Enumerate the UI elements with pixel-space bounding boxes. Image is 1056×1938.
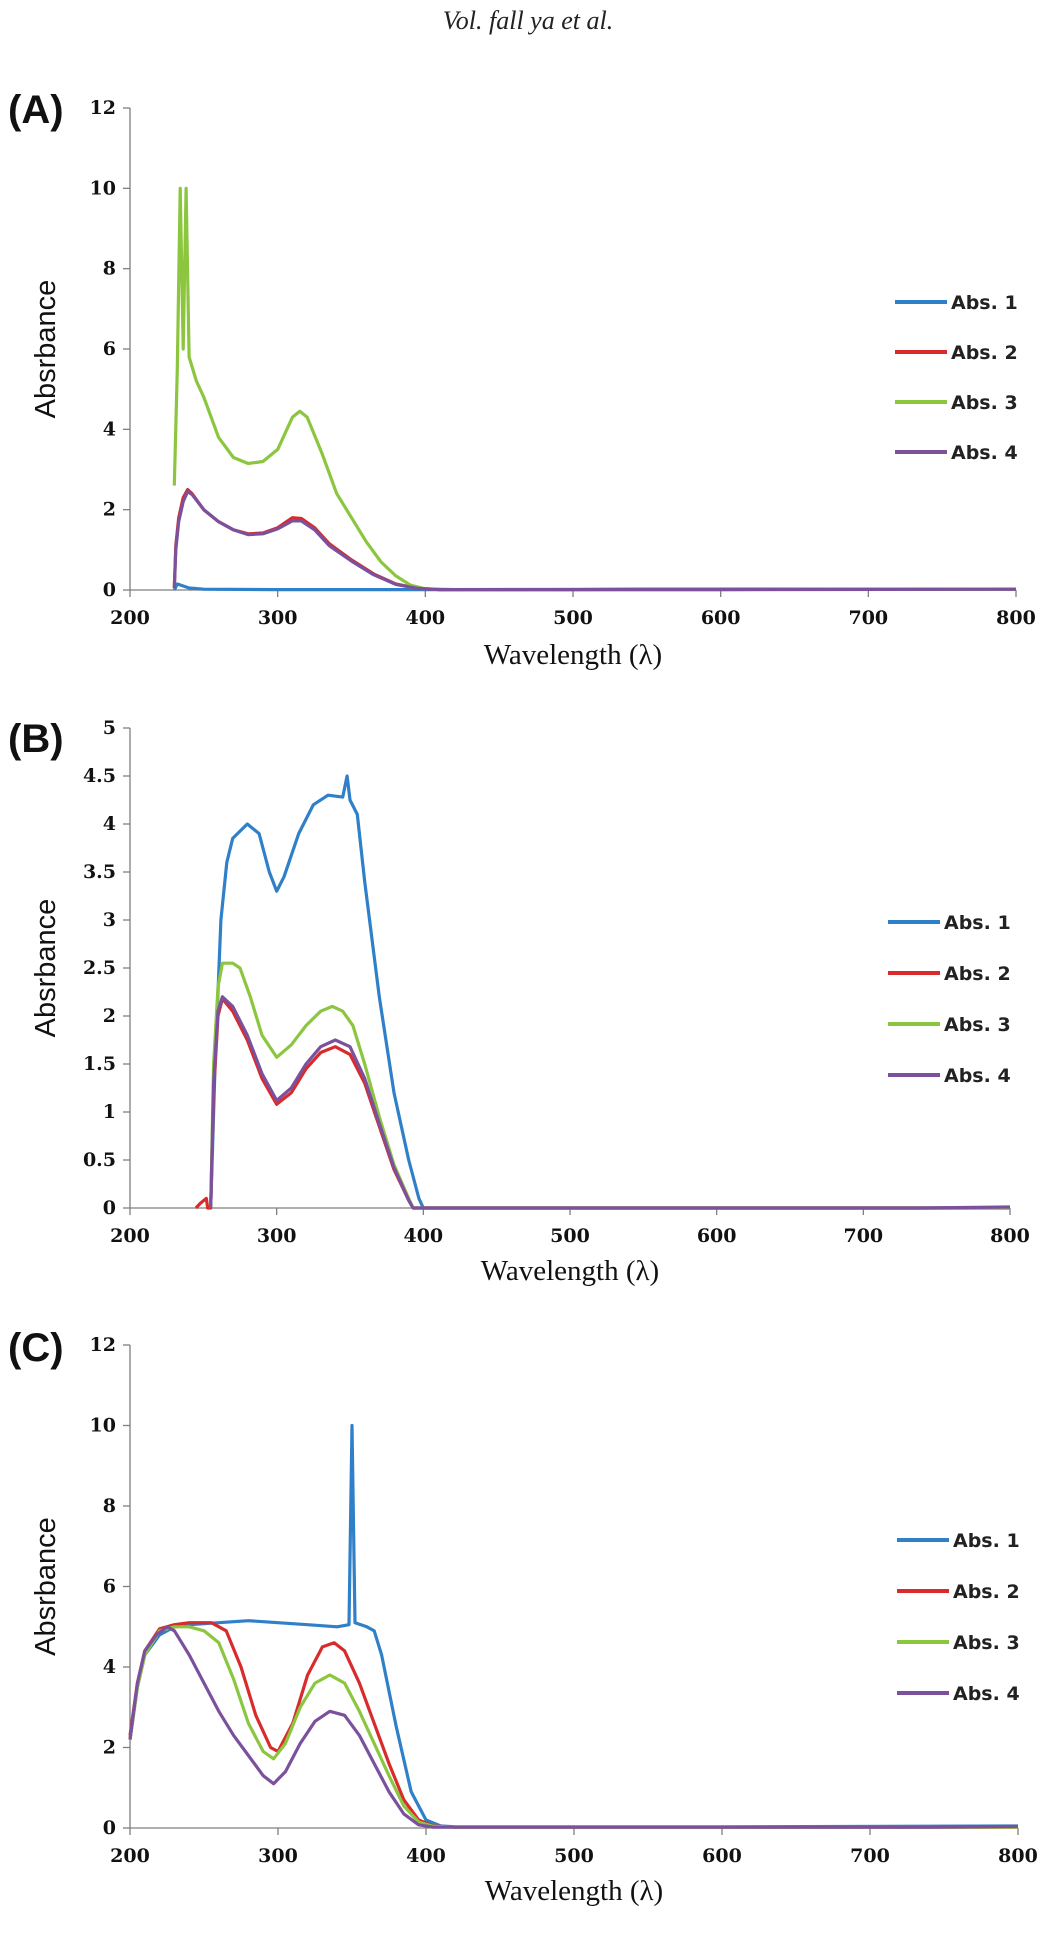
x-tick-label: 400 (405, 607, 445, 629)
series-line-abs-4 (128, 1625, 1019, 1829)
legend-label-abs-3: Abs. 3 (944, 1014, 1011, 1036)
series-line-abs-4 (209, 995, 1011, 1210)
legend-label-abs-2: Abs. 2 (944, 963, 1011, 985)
series-line-abs-2 (128, 1621, 1018, 1829)
y-tick-label: 3 (103, 909, 116, 931)
x-tick-label: 200 (110, 607, 150, 629)
legend-label-abs-4: Abs. 4 (953, 1683, 1020, 1705)
y-tick-label: 4.5 (83, 765, 116, 787)
x-tick-label: 700 (843, 1225, 883, 1247)
x-tick-label: 500 (553, 607, 593, 629)
x-tick-label: 300 (257, 1225, 297, 1247)
series-line-abs-3 (172, 186, 1017, 592)
series-line-abs-2 (194, 997, 1010, 1210)
y-axis-label: Absrbance (30, 280, 62, 419)
x-tick-label: 200 (110, 1225, 150, 1247)
x-tick-label: 200 (110, 1845, 150, 1867)
series-line-abs-4 (172, 490, 1017, 592)
panel-label: (A) (8, 88, 64, 132)
x-tick-label: 700 (848, 607, 888, 629)
y-tick-label: 0.5 (83, 1149, 116, 1171)
y-tick-label: 3.5 (83, 861, 116, 883)
x-tick-label: 500 (554, 1845, 594, 1867)
x-tick-label: 300 (258, 1845, 298, 1867)
legend-label-abs-3: Abs. 3 (953, 1632, 1020, 1654)
y-tick-label: 4 (103, 813, 116, 835)
x-tick-label: 400 (403, 1225, 443, 1247)
x-tick-label: 800 (990, 1225, 1030, 1247)
chart-panel-1: (A) 0 2 4 6 8 10 12 200 300 400 500 600 700 800 Wavelen… (8, 88, 1036, 671)
y-tick-label: 5 (103, 717, 116, 739)
y-axis-label: Absrbance (30, 1517, 62, 1656)
x-axis-label: Wavelength (λ) (484, 639, 662, 671)
chart-panel-3: (C) 0 2 4 6 8 10 12 200 300 400 500 600 700 800 Wavelen… (8, 1326, 1038, 1907)
series-line-abs-1 (128, 1423, 1019, 1829)
legend-label-abs-2: Abs. 2 (953, 1581, 1020, 1603)
y-tick-label: 2.5 (83, 957, 116, 979)
y-tick-label: 10 (90, 1415, 116, 1437)
series-line-abs-1 (209, 774, 1010, 1210)
y-axis-label: Absrbance (30, 899, 62, 1038)
y-tick-label: 0 (103, 1817, 116, 1839)
x-tick-label: 400 (406, 1845, 446, 1867)
series-line-abs-3 (209, 961, 1010, 1210)
legend-label-abs-4: Abs. 4 (951, 442, 1018, 464)
x-tick-label: 600 (697, 1225, 737, 1247)
legend-label-abs-3: Abs. 3 (951, 392, 1018, 414)
y-tick-label: 12 (90, 97, 116, 119)
y-tick-label: 4 (103, 418, 116, 440)
x-tick-label: 300 (258, 607, 298, 629)
legend-label-abs-1: Abs. 1 (944, 912, 1011, 934)
x-tick-label: 500 (550, 1225, 590, 1247)
legend-label-abs-2: Abs. 2 (951, 342, 1018, 364)
y-tick-label: 0 (103, 579, 116, 601)
y-tick-label: 1.5 (83, 1053, 116, 1075)
x-tick-label: 700 (850, 1845, 890, 1867)
x-tick-label: 600 (702, 1845, 742, 1867)
series-line-abs-2 (172, 488, 1016, 592)
y-tick-label: 2 (103, 499, 116, 521)
y-tick-label: 10 (90, 177, 116, 199)
y-tick-label: 6 (103, 1576, 116, 1598)
x-axis-label: Wavelength (λ) (481, 1255, 659, 1287)
chart-panel-2: (B) 0 0.5 1 1.5 2 2.5 3 3.5 4 4.5 5 200 300 400 500 600 7… (8, 717, 1030, 1287)
y-tick-label: 6 (103, 338, 116, 360)
x-tick-label: 600 (701, 607, 741, 629)
y-tick-label: 1 (103, 1101, 116, 1123)
legend-label-abs-4: Abs. 4 (944, 1065, 1011, 1087)
y-tick-label: 2 (103, 1737, 116, 1759)
panel-label: (B) (8, 717, 64, 761)
x-axis-label: Wavelength (λ) (485, 1875, 663, 1907)
x-tick-label: 800 (996, 607, 1036, 629)
y-tick-label: 8 (103, 1495, 116, 1517)
y-tick-label: 8 (103, 258, 116, 280)
panel-label: (C) (8, 1326, 64, 1370)
x-tick-label: 800 (998, 1845, 1038, 1867)
y-tick-label: 2 (103, 1005, 116, 1027)
legend-label-abs-1: Abs. 1 (951, 292, 1018, 314)
legend-label-abs-1: Abs. 1 (953, 1530, 1020, 1552)
page-header-text: Vol. fall ya et al. (442, 6, 614, 35)
series-line-abs-3 (128, 1625, 1018, 1829)
y-tick-label: 12 (90, 1334, 116, 1356)
y-tick-label: 4 (103, 1656, 116, 1678)
y-tick-label: 0 (103, 1197, 116, 1219)
